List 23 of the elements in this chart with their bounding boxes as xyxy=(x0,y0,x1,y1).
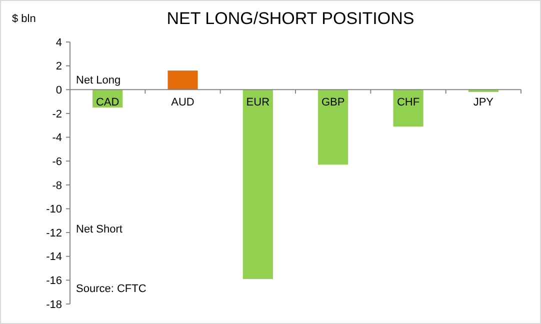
y-tick-label: -12 xyxy=(46,227,62,240)
y-tick-label: 2 xyxy=(56,60,62,73)
x-tick-label: EUR xyxy=(246,96,270,109)
y-tick-label: -18 xyxy=(46,298,62,311)
y-tick-label: 4 xyxy=(56,36,62,49)
y-tick-label: -8 xyxy=(52,180,62,192)
y-tick-label: 0 xyxy=(56,84,62,96)
y-tick-label: -4 xyxy=(52,132,62,144)
y-tick-label: -6 xyxy=(52,156,62,168)
chart-title: NET LONG/SHORT POSITIONS xyxy=(166,9,414,28)
annotation: Net Long xyxy=(76,74,121,87)
y-tick-label: -16 xyxy=(46,275,62,288)
x-tick-label: GBP xyxy=(321,96,345,109)
y-tick-label: -14 xyxy=(46,251,62,264)
y-tick-label: -10 xyxy=(46,204,62,216)
x-tick-label: JPY xyxy=(473,96,494,109)
annotation: Net Short xyxy=(76,224,122,236)
x-tick-label: CHF xyxy=(396,96,420,109)
y-axis-title: $ bln xyxy=(12,13,36,25)
annotation: Source: CFTC xyxy=(76,283,146,296)
y-tick-label: -2 xyxy=(52,108,62,120)
x-tick-label: AUD xyxy=(171,96,194,109)
x-tick-label: CAD xyxy=(96,96,120,109)
